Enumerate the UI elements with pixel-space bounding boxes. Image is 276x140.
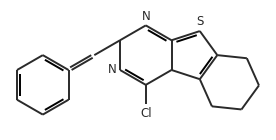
Text: S: S — [196, 15, 203, 28]
Text: Cl: Cl — [140, 107, 152, 120]
Text: N: N — [108, 64, 117, 76]
Text: N: N — [141, 10, 150, 23]
